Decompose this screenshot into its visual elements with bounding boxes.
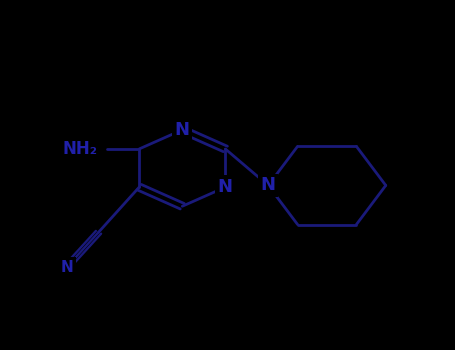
Text: N: N (175, 121, 190, 139)
Text: N: N (218, 178, 233, 196)
Text: NH₂: NH₂ (63, 140, 98, 158)
Text: N: N (261, 176, 276, 194)
Text: N: N (61, 259, 73, 274)
